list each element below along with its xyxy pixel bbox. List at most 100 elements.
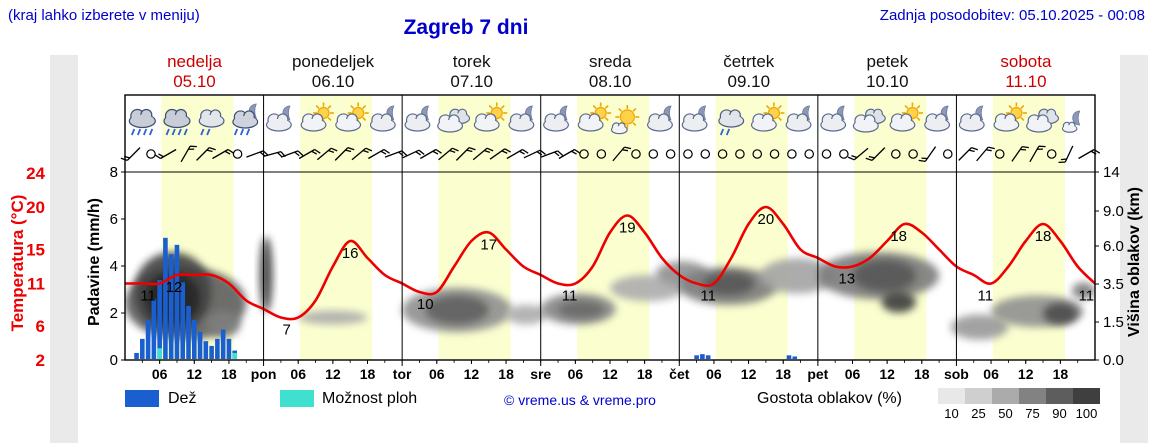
day-name: petek bbox=[866, 52, 909, 71]
wind-barb-icon bbox=[384, 150, 408, 158]
cloud-scale-swatch bbox=[1073, 388, 1100, 404]
rain-bar bbox=[226, 338, 232, 359]
rain-bar bbox=[191, 320, 197, 359]
daylight-band bbox=[715, 96, 788, 360]
time-tick-label: pon bbox=[251, 366, 277, 382]
shower-bar bbox=[157, 348, 162, 359]
wind-barb-icon bbox=[612, 146, 632, 162]
copyright-link[interactable]: © vreme.us & vreme.pro bbox=[504, 392, 656, 408]
temperature-value-label: 16 bbox=[342, 245, 359, 262]
shower-bar bbox=[232, 352, 238, 359]
cloud-scale-swatch bbox=[938, 388, 965, 404]
cloud-scale-value: 25 bbox=[971, 406, 986, 421]
day-date: 06.10 bbox=[311, 72, 355, 91]
rain-drop bbox=[136, 128, 142, 136]
weather-icon-cloud-moon bbox=[785, 105, 812, 132]
temperature-tick-label: 11 bbox=[27, 275, 45, 294]
temperature-value-label: 7 bbox=[282, 322, 290, 339]
time-tick-label: 18 bbox=[498, 366, 514, 382]
rain-bar bbox=[174, 244, 180, 359]
weather-icon-cloud-moon bbox=[543, 105, 569, 132]
wind-barb-icon bbox=[918, 146, 937, 163]
precipitation-tick-label: 6 bbox=[110, 211, 118, 228]
day-header-nedelja: nedelja 05.10 bbox=[125, 52, 264, 92]
cloud-scale-step: 50 bbox=[992, 388, 1019, 421]
cloud-scale-swatch bbox=[1046, 388, 1073, 404]
temperature-tick-label: 2 bbox=[36, 351, 45, 370]
temperature-value-label: 17 bbox=[480, 237, 497, 254]
weather-icon-drizzle bbox=[198, 109, 225, 136]
cloud-shape bbox=[1061, 121, 1078, 133]
rain-bar bbox=[186, 305, 191, 359]
temperature-value-label: 11 bbox=[562, 288, 578, 305]
wind-calm-icon bbox=[994, 149, 1005, 159]
cloud-shape bbox=[820, 113, 847, 132]
rain-bar bbox=[140, 338, 145, 359]
weather-icon-rain bbox=[128, 108, 156, 136]
rain-bar bbox=[786, 355, 792, 359]
cloud-shape bbox=[265, 113, 292, 132]
weather-icon-cloud bbox=[852, 108, 886, 133]
time-tick-label: 12 bbox=[1018, 366, 1034, 382]
cloud-shape bbox=[369, 113, 396, 132]
cloud-shape bbox=[993, 113, 1020, 132]
rain-drop bbox=[725, 128, 731, 136]
cloud-shape bbox=[437, 114, 464, 133]
cloud-shape bbox=[543, 113, 569, 132]
day-header-sreda: sreda 08.10 bbox=[541, 52, 680, 92]
day-name: sobota bbox=[1000, 52, 1052, 71]
weather-icon-cloud-moon bbox=[924, 105, 951, 132]
cloud-blob bbox=[881, 291, 917, 313]
cloud-shape bbox=[718, 109, 745, 128]
cloud-scale-swatch bbox=[1019, 388, 1046, 404]
precipitation-tick-label: 8 bbox=[110, 164, 118, 181]
time-tick-label: tor bbox=[393, 366, 412, 382]
cloud-blob bbox=[702, 271, 755, 296]
left-gray-strip bbox=[50, 55, 78, 443]
cloud-scale-value: 90 bbox=[1052, 406, 1067, 421]
day-date: 08.10 bbox=[588, 72, 632, 91]
cloud-density-scale: 10 25 50 75 90 100 bbox=[938, 388, 1100, 421]
rain-bar bbox=[145, 320, 151, 359]
wind-calm-icon bbox=[908, 149, 918, 159]
time-tick-label: 18 bbox=[914, 366, 930, 382]
wind-calm-icon bbox=[717, 149, 728, 159]
day-name: četrtek bbox=[723, 52, 775, 71]
time-tick-label: 06 bbox=[429, 366, 445, 382]
wind-calm-icon bbox=[769, 149, 780, 159]
temperature-value-label: 18 bbox=[890, 228, 907, 245]
cloud-shape bbox=[681, 113, 708, 132]
rain-drop bbox=[171, 128, 176, 136]
weather-icon-cloud-sun bbox=[300, 102, 335, 132]
cloud-scale-value: 10 bbox=[944, 406, 959, 421]
temperature-value-label: 20 bbox=[758, 211, 775, 228]
wind-calm-icon bbox=[787, 149, 797, 159]
weather-icon-cloud-moon bbox=[958, 105, 985, 132]
precipitation-tick-label: 0 bbox=[110, 352, 118, 369]
time-tick-label: čet bbox=[669, 366, 690, 382]
wind-calm-icon bbox=[1046, 149, 1057, 159]
cloud-blob bbox=[760, 258, 836, 294]
moon-icon bbox=[1072, 110, 1081, 126]
wind-barb-icon bbox=[280, 150, 304, 158]
day-date: 09.10 bbox=[727, 72, 771, 91]
day-name: ponedeljek bbox=[291, 52, 375, 71]
weather-icon-cloud-moon bbox=[820, 105, 847, 132]
cloud-shape bbox=[473, 113, 500, 132]
time-tick-label: 06 bbox=[983, 366, 999, 382]
wind-barb-icon bbox=[351, 147, 373, 161]
time-tick-label: 18 bbox=[1053, 366, 1069, 382]
weather-icon-cloud-sun bbox=[577, 102, 612, 132]
day-date: 07.10 bbox=[450, 72, 493, 91]
cloud-scale-step: 10 bbox=[938, 388, 965, 421]
wind-barb-icon bbox=[196, 147, 216, 161]
cloud-scale-step: 25 bbox=[965, 388, 992, 421]
precipitation-tick-label: 4 bbox=[110, 258, 118, 275]
time-tick-label: pet bbox=[807, 366, 828, 382]
temperature-value-label: 13 bbox=[838, 271, 855, 288]
wind-barb-icon bbox=[558, 148, 581, 160]
cloud-shape bbox=[958, 113, 985, 132]
wind-calm-icon bbox=[752, 149, 763, 159]
